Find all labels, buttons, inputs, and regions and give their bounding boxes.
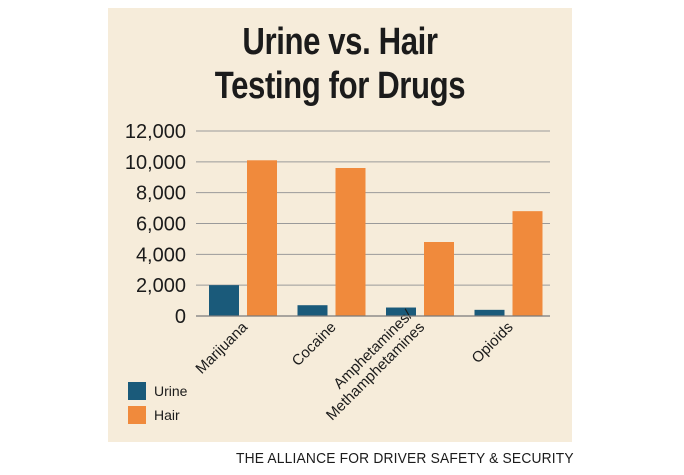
y-tick-label: 6,000 xyxy=(136,214,186,236)
x-tick-label-group: Cocaine xyxy=(289,319,340,370)
legend: Urine Hair xyxy=(128,380,187,428)
bar-hair-1 xyxy=(335,168,366,316)
x-tick-label-group: Marijuana xyxy=(192,318,251,377)
x-tick-label: Opioids xyxy=(469,319,517,367)
source-credit: THE ALLIANCE FOR DRIVER SAFETY & SECURIT… xyxy=(236,450,574,467)
y-tick-label: 2,000 xyxy=(136,275,186,297)
chart-title-line-1: Urine vs. Hair xyxy=(242,21,438,63)
legend-swatch-hair xyxy=(128,406,146,424)
legend-label-hair: Hair xyxy=(154,407,180,423)
x-tick-label-group: Opioids xyxy=(469,319,517,367)
legend-label-urine: Urine xyxy=(154,383,188,399)
bar-urine-1 xyxy=(297,305,328,316)
y-tick-label: 10,000 xyxy=(125,152,186,174)
legend-item-hair: Hair xyxy=(128,404,187,426)
bar-hair-2 xyxy=(424,242,454,316)
y-tick-label: 12,000 xyxy=(125,121,186,143)
chart-title: Urine vs. Hair Testing for Drugs xyxy=(150,20,530,108)
legend-item-urine: Urine xyxy=(128,380,187,402)
y-tick-label: 4,000 xyxy=(136,244,186,266)
x-tick-label: Marijuana xyxy=(192,318,251,377)
bar-hair-3 xyxy=(512,211,543,316)
x-tick-label: Cocaine xyxy=(289,319,340,370)
y-tick-label: 0 xyxy=(175,306,186,328)
chart-title-line-2: Testing for Drugs xyxy=(214,65,466,107)
bar-urine-0 xyxy=(209,285,239,316)
bar-hair-0 xyxy=(247,160,277,316)
bar-urine-3 xyxy=(474,309,505,316)
legend-swatch-urine xyxy=(128,382,146,400)
y-tick-label: 8,000 xyxy=(136,183,186,205)
bar-urine-2 xyxy=(386,307,416,316)
